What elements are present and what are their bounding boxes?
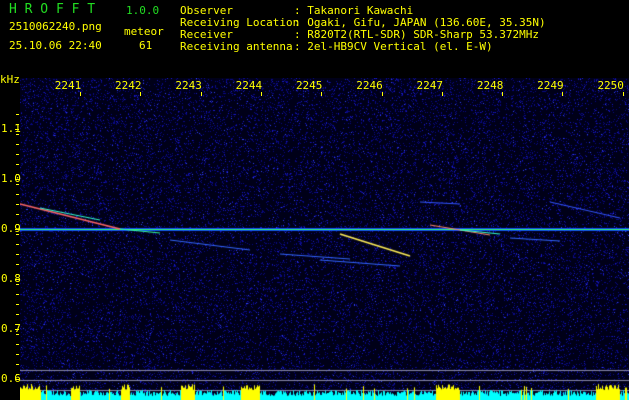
app-title: H R O F F T [9, 2, 96, 17]
y-minor-tick [16, 134, 19, 135]
y-minor-tick [16, 224, 19, 225]
y-tick-label: 1.1 [1, 122, 21, 135]
y-minor-tick [16, 174, 19, 175]
info-value: : R820T2(RTL-SDR) SDR-Sharp 53.372MHz [294, 28, 540, 41]
y-tick [15, 179, 19, 180]
spectrogram-canvas [20, 78, 629, 400]
y-minor-tick [16, 124, 19, 125]
x-tick [80, 92, 81, 96]
x-tick [502, 92, 504, 96]
y-minor-tick [16, 204, 19, 205]
x-tick [321, 92, 323, 96]
y-minor-tick [16, 364, 19, 365]
y-minor-tick [16, 374, 19, 375]
y-minor-tick [16, 114, 19, 115]
x-tick-label: 2245 [295, 79, 323, 92]
y-tick [15, 279, 19, 280]
y-minor-tick [16, 194, 19, 195]
info-value: : Takanori Kawachi [294, 4, 414, 17]
info-value: : 2el-HB9CV Vertical (el. E-W) [294, 40, 493, 53]
y-unit-label: kHz [0, 73, 20, 86]
y-minor-tick [16, 294, 19, 295]
y-tick [15, 229, 19, 230]
x-tick-label: 2246 [356, 79, 383, 92]
y-tick-label: 0.9 [1, 222, 21, 235]
app-version: 1.0.0 [126, 4, 160, 17]
y-minor-tick [16, 264, 19, 265]
y-minor-tick [16, 234, 19, 235]
x-tick [381, 92, 383, 96]
meteor-count: 61 [139, 39, 153, 52]
info-label: Observer [180, 4, 233, 17]
y-minor-tick [16, 214, 19, 215]
x-tick-label: 2242 [115, 79, 142, 92]
x-tick [622, 92, 624, 96]
file-datetime: 25.10.06 22:40 [9, 39, 102, 52]
y-tick-label: 0.8 [1, 272, 21, 285]
x-tick [140, 92, 142, 96]
x-tick-label: 2248 [476, 79, 504, 92]
x-tick-label: 2249 [537, 79, 564, 92]
y-minor-tick [16, 154, 19, 155]
y-minor-tick [16, 304, 19, 305]
y-tick-label: 1.0 [1, 172, 21, 185]
y-minor-tick [16, 284, 19, 285]
x-tick-label: 2244 [235, 79, 263, 92]
y-tick [15, 129, 19, 130]
y-minor-tick [16, 334, 19, 335]
x-tick [441, 92, 443, 96]
y-tick [15, 329, 19, 330]
x-tick-label: 2243 [175, 79, 202, 92]
y-minor-tick [16, 184, 19, 185]
y-minor-tick [16, 274, 19, 275]
y-minor-tick [16, 344, 19, 345]
y-minor-tick [16, 164, 19, 165]
y-tick [15, 379, 19, 380]
x-tick-label: 2250 [597, 79, 624, 92]
x-tick [200, 92, 202, 96]
x-tick-label: 2247 [416, 79, 444, 92]
y-minor-tick [16, 244, 19, 245]
x-tick [260, 92, 262, 96]
y-tick-label: 0.7 [1, 322, 21, 335]
y-minor-tick [16, 144, 19, 145]
y-minor-tick [16, 254, 19, 255]
y-minor-tick [16, 314, 19, 315]
info-value: : Ogaki, Gifu, JAPAN (136.60E, 35.35N) [294, 16, 546, 29]
y-minor-tick [16, 324, 19, 325]
x-tick-label: 2241 [54, 79, 82, 92]
x-tick [562, 92, 564, 96]
y-minor-tick [16, 354, 19, 355]
info-label: Receiving Location [180, 16, 300, 29]
y-tick-label: 0.6 [1, 372, 21, 385]
info-label: Receiving antenna [180, 40, 293, 53]
file-name: 2510062240.png [9, 20, 102, 33]
info-label: Receiver [180, 28, 233, 41]
meteor-label: meteor [124, 25, 164, 38]
